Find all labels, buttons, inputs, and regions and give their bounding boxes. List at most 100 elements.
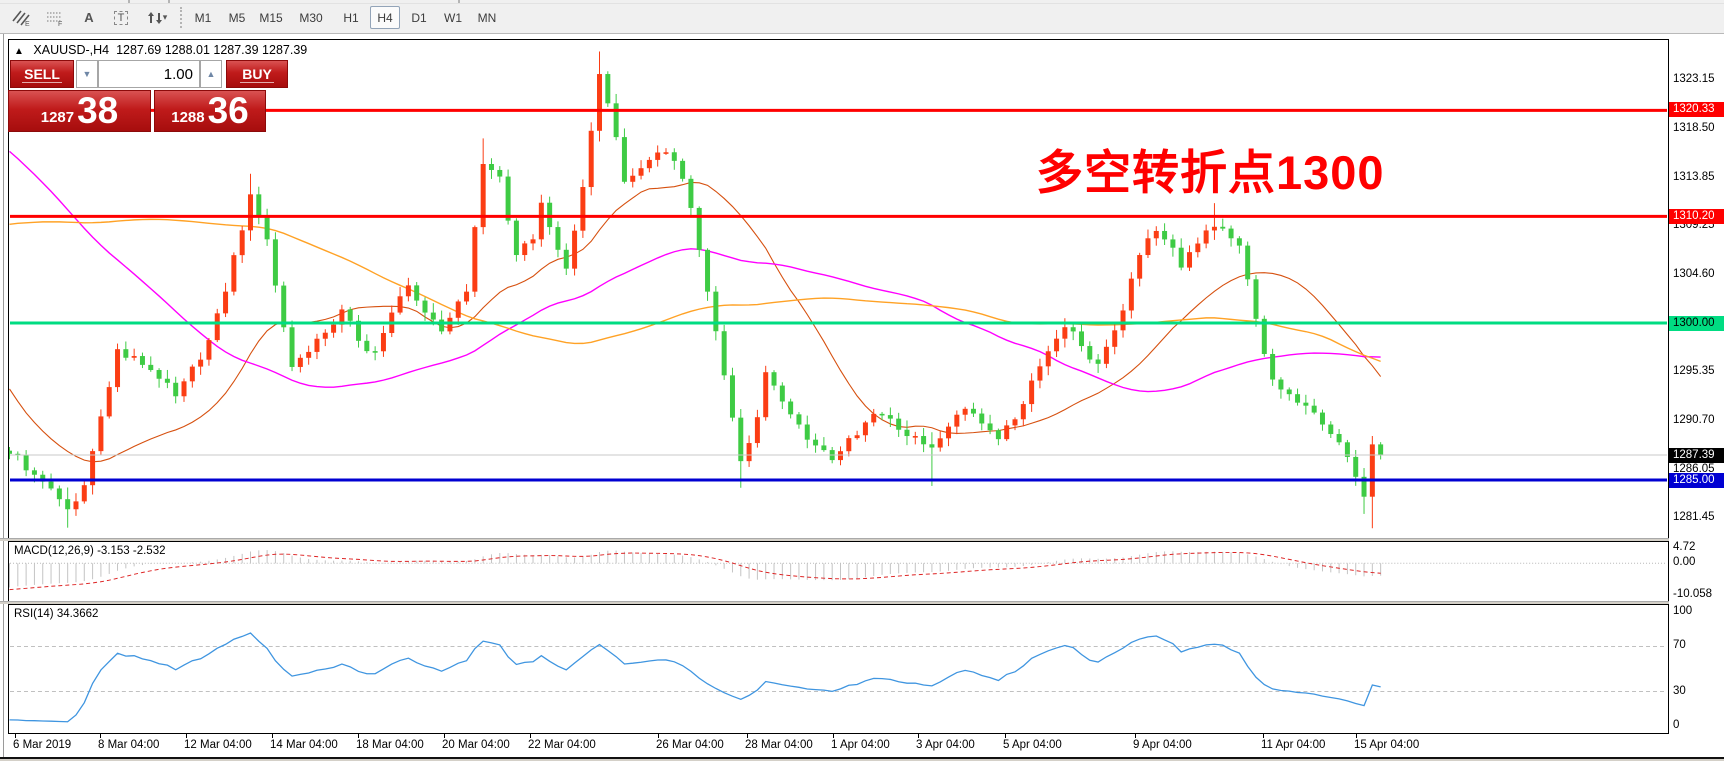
candle [372, 351, 378, 353]
timeframe-button-m30[interactable]: M30 [299, 10, 323, 25]
candle [846, 438, 852, 452]
time-label: 12 Mar 04:00 [184, 739, 252, 751]
candle [1278, 379, 1284, 390]
volume-increase-button[interactable]: ▲ [200, 60, 222, 88]
time-tick [658, 734, 659, 738]
candle [1211, 226, 1217, 231]
candle [896, 418, 902, 430]
candle [1187, 252, 1193, 268]
candle [904, 429, 910, 437]
splitter-macd-rsi[interactable] [0, 601, 1724, 604]
grid-tool-icon[interactable]: F [42, 6, 68, 29]
candle [40, 474, 46, 482]
time-label: 9 Apr 04:00 [1133, 739, 1192, 751]
candle [156, 370, 162, 379]
chart-annotation-text: 多空转折点1300 [1036, 146, 1385, 199]
time-label: 20 Mar 04:00 [442, 739, 510, 751]
timeframe-button-w1[interactable]: W1 [444, 10, 462, 25]
price-axis[interactable]: 1323.15 1318.50 1313.85 1309.25 1304.60 1295.… [1669, 34, 1724, 757]
price-tick-1281.45: 1281.45 [1673, 511, 1715, 524]
candle [472, 227, 478, 292]
candle [696, 207, 702, 250]
timeframe-button-h4[interactable]: H4 [370, 6, 400, 29]
candle [979, 413, 985, 424]
candle [497, 169, 503, 177]
candle [73, 501, 79, 510]
candle [1328, 424, 1334, 435]
candle [771, 372, 777, 386]
candle [655, 152, 661, 160]
candle [854, 435, 860, 439]
candle [198, 359, 204, 367]
sell-price-display[interactable]: 1287 38 [8, 90, 151, 132]
candle [763, 372, 769, 418]
price-tick-1290.70: 1290.70 [1673, 413, 1715, 426]
candle [1286, 389, 1292, 395]
main-chart-panel[interactable] [8, 39, 1669, 539]
splitter-main-macd[interactable] [0, 538, 1724, 541]
time-axis[interactable]: 6 Mar 2019 8 Mar 04:00 12 Mar 04:00 14 Mar … [8, 734, 1669, 757]
buy-price-display[interactable]: 1288 36 [154, 90, 266, 132]
sell-button[interactable]: SELL [10, 60, 74, 88]
timeframe-button-m5[interactable]: M5 [228, 10, 246, 25]
candle [422, 300, 428, 313]
candle [1070, 327, 1076, 332]
toolbar-grip-strip [0, 0, 1724, 4]
candle [1170, 239, 1176, 248]
collapse-triangle-icon[interactable]: ▲ [14, 46, 24, 57]
time-tick [15, 734, 16, 738]
timeframe-button-m1[interactable]: M1 [194, 10, 212, 25]
candle [513, 220, 519, 256]
candle [821, 445, 827, 451]
candle [247, 194, 253, 231]
candle [297, 357, 303, 367]
candle [788, 401, 794, 415]
candle [1311, 405, 1317, 413]
candle [289, 327, 295, 367]
rsi-panel[interactable] [8, 604, 1669, 734]
toolbar-separator [180, 7, 182, 28]
ohlc-values: 1287.69 1288.01 1287.39 1287.39 [116, 43, 308, 57]
candle [206, 340, 212, 360]
candle [1236, 238, 1242, 246]
price-label-1287.39: 1287.39 [1669, 448, 1724, 464]
price-tick-1304.60: 1304.60 [1673, 267, 1715, 280]
price-tick-1313.85: 1313.85 [1673, 170, 1715, 183]
timeframe-button-d1[interactable]: D1 [411, 10, 427, 25]
candle [1303, 402, 1309, 406]
candle [23, 455, 29, 471]
volume-decrease-button[interactable]: ▼ [76, 60, 98, 88]
price-label-1310.20: 1310.20 [1669, 208, 1724, 224]
candle [189, 366, 195, 382]
candle [970, 408, 976, 414]
candle [214, 313, 220, 341]
candle [90, 451, 96, 486]
volume-input[interactable] [98, 60, 200, 88]
candle [364, 340, 370, 352]
buy-price-small: 1288 [171, 109, 205, 126]
candle [671, 152, 677, 161]
label-tool-icon[interactable]: T [108, 6, 134, 29]
candle [580, 187, 586, 231]
candle [1353, 456, 1359, 477]
candle [98, 416, 104, 452]
candle [962, 408, 968, 415]
macd-panel[interactable] [8, 541, 1669, 602]
candle [729, 375, 735, 418]
timeframe-button-m15[interactable]: M15 [259, 10, 283, 25]
time-tick [272, 734, 273, 738]
text-tool-icon[interactable]: A [84, 10, 94, 25]
moving-average-21 [9, 181, 1382, 463]
candle [430, 312, 436, 320]
time-label: 3 Apr 04:00 [916, 739, 975, 751]
timeframe-button-mn[interactable]: MN [477, 10, 497, 25]
candle [563, 249, 569, 269]
candle [630, 175, 636, 182]
candle [9, 450, 12, 454]
time-label: 28 Mar 04:00 [745, 739, 813, 751]
timeframe-button-h1[interactable]: H1 [343, 10, 359, 25]
pattern-tool-icon[interactable]: E [8, 6, 34, 29]
candle [447, 317, 453, 332]
arrows-tool-icon[interactable]: ▾ [140, 6, 174, 29]
buy-button[interactable]: BUY [226, 60, 288, 88]
